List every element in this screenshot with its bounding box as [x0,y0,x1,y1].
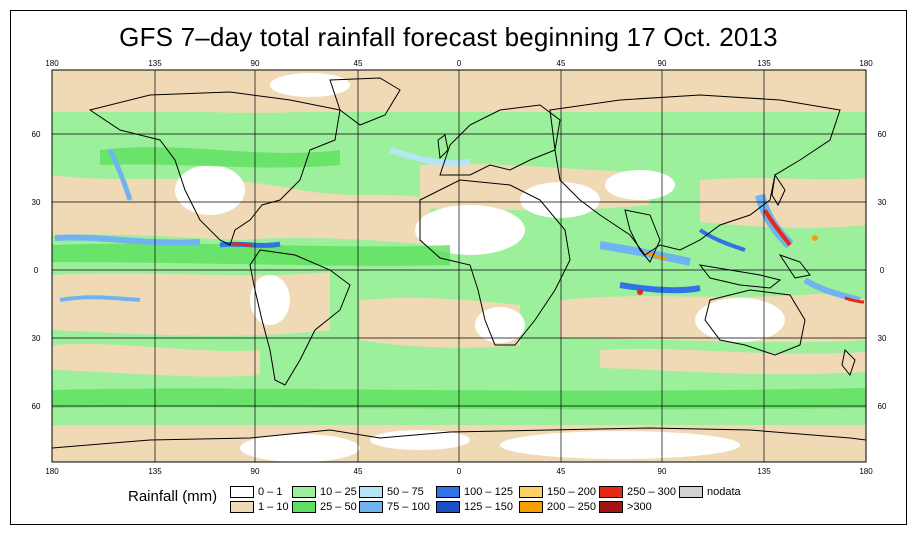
legend-entry-label: 150 – 200 [547,486,596,498]
legend-entry-label: 200 – 250 [547,501,596,513]
longitude-labels-top: 180 135 90 45 0 45 90 135 180 [45,59,873,68]
legend-swatch [519,501,543,513]
legend-entry-label: 25 – 50 [320,501,357,513]
lon-label: 0 [457,59,462,68]
lon-label: 180 [45,59,59,68]
map-title: GFS 7–day total rainfall forecast beginn… [119,22,778,52]
lon-label: 180 [859,59,873,68]
lon-label: 45 [557,467,566,476]
legend-entry-label: 100 – 125 [464,486,513,498]
lon-label: 45 [354,59,363,68]
lat-label: 30 [32,334,41,343]
legend-entry-label: 125 – 150 [464,501,513,513]
legend-swatch [230,486,254,498]
lon-label: 45 [557,59,566,68]
legend-swatch [230,501,254,513]
legend-swatch [599,501,623,513]
lon-label: 135 [148,59,162,68]
legend-swatch [359,501,383,513]
rainfall-fields [52,70,866,462]
legend-entry-label: 75 – 100 [387,501,430,513]
lat-label: 60 [878,402,887,411]
coastlines [52,77,866,449]
lon-label: 180 [859,467,873,476]
lat-label: 30 [878,198,887,207]
legend-swatch [359,486,383,498]
legend-entry-label: 250 – 300 [627,486,676,498]
legend-swatch [292,486,316,498]
legend-entry-label: 10 – 25 [320,486,357,498]
legend-entry-label: nodata [707,486,741,498]
lat-label: 30 [32,198,41,207]
lon-label: 45 [354,467,363,476]
legend-swatch [292,501,316,513]
graticule [52,70,866,462]
legend-swatch [436,486,460,498]
lat-label: 60 [878,130,887,139]
lon-label: 135 [148,467,162,476]
legend-entry-label: 0 – 1 [258,486,283,498]
lat-label: 0 [880,266,885,275]
legend-swatch [436,501,460,513]
lat-label: 60 [32,130,41,139]
lon-label: 0 [457,467,462,476]
legend-entry-label: 1 – 10 [258,501,289,513]
longitude-labels-bottom: 180 135 90 45 0 45 90 135 180 [45,467,873,476]
legend-swatch [679,486,703,498]
legend-entry-label: 50 – 75 [387,486,424,498]
map-border [51,69,867,463]
lon-label: 90 [251,467,260,476]
latitude-labels-right: 60 30 0 30 60 [878,130,887,411]
latitude-labels-left: 60 30 0 30 60 [32,130,41,411]
lon-label: 135 [757,59,771,68]
legend-swatch [519,486,543,498]
figure-frame [10,10,907,525]
lon-label: 90 [251,59,260,68]
lat-label: 30 [878,334,887,343]
legend-title: Rainfall (mm) [128,488,218,505]
lat-label: 0 [34,266,39,275]
lat-label: 60 [32,402,41,411]
lon-label: 180 [45,467,59,476]
legend-entry-label: >300 [627,501,652,513]
legend-swatch [599,486,623,498]
lon-label: 90 [658,467,667,476]
lon-label: 135 [757,467,771,476]
lon-label: 90 [658,59,667,68]
